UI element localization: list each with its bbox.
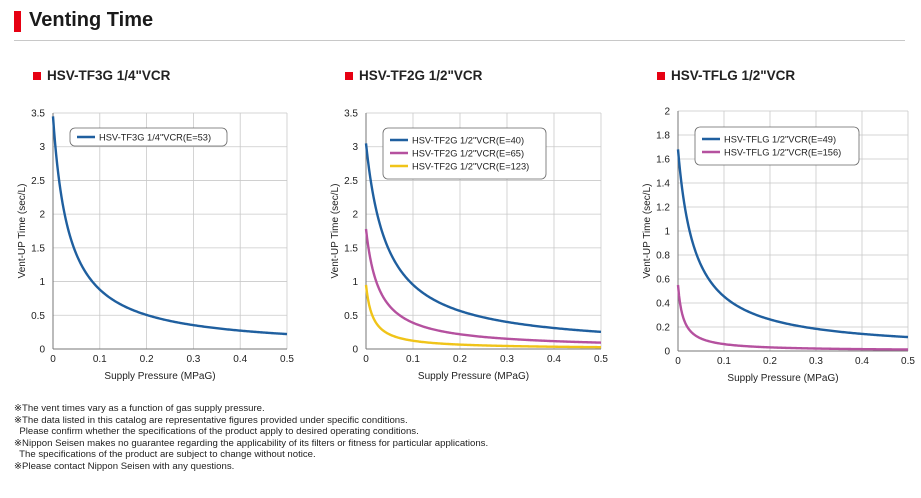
header-accent-bar	[14, 11, 21, 32]
y-tick-label: 0.2	[656, 323, 670, 334]
x-tick-label: 0.5	[280, 354, 294, 365]
y-tick-label: 2	[39, 210, 45, 221]
y-tick-label: 3	[39, 142, 45, 153]
footnote: ※Please contact Nippon Seisen with any q…	[14, 460, 235, 472]
x-tick-label: 0.2	[140, 354, 154, 365]
x-tick-label: 0.4	[855, 356, 869, 367]
chart-title-tf2g: HSV-TF2G 1/2"VCR	[345, 68, 482, 83]
legend-box	[69, 127, 228, 147]
y-tick-label: 0.4	[656, 299, 670, 310]
y-tick-label: 1.6	[656, 155, 670, 166]
footnote: ※Nippon Seisen makes no guarantee regard…	[14, 437, 489, 449]
x-tick-label: 0.3	[500, 354, 514, 365]
title-bullet-icon	[345, 71, 353, 80]
y-axis-label: Vent-UP Time (sec/L)	[17, 184, 28, 279]
legend-label: HSV-TF2G 1/2"VCR(E=65)	[412, 148, 524, 158]
title-bullet-icon	[33, 71, 41, 80]
x-tick-label: 0.4	[233, 354, 247, 365]
x-tick-label: 0.2	[763, 356, 777, 367]
legend-label: HSV-TF2G 1/2"VCR(E=40)	[412, 135, 524, 145]
y-tick-label: 0.8	[656, 251, 670, 262]
x-tick-label: 0.1	[406, 354, 420, 365]
y-tick-label: 0	[664, 347, 670, 358]
x-tick-label: 0	[675, 356, 681, 367]
y-tick-label: 3.5	[31, 109, 45, 120]
y-tick-label: 1.8	[656, 131, 670, 142]
legend-label: HSV-TFLG 1/2"VCR(E=49)	[724, 134, 836, 144]
y-tick-label: 0.5	[344, 311, 358, 322]
footnote: ※The data listed in this catalog are rep…	[14, 414, 408, 426]
x-axis-label: Supply Pressure (MPaG)	[727, 373, 838, 384]
x-tick-label: 0.3	[809, 356, 823, 367]
legend-box	[694, 126, 860, 166]
y-tick-label: 1	[352, 277, 358, 288]
page-title: Venting Time	[29, 9, 154, 31]
x-tick-label: 0	[50, 354, 56, 365]
chart-title-text: HSV-TF3G 1/4"VCR	[47, 68, 171, 83]
y-tick-label: 1.5	[31, 243, 45, 254]
x-tick-label: 0.2	[453, 354, 467, 365]
x-tick-label: 0.1	[93, 354, 107, 365]
y-tick-label: 0.6	[656, 275, 670, 286]
y-axis-label: Vent-UP Time (sec/L)	[642, 184, 653, 279]
series-line	[676, 284, 909, 351]
y-tick-label: 1	[664, 227, 670, 238]
legend-label: HSV-TF3G 1/4"VCR(E=53)	[99, 132, 211, 142]
header-divider	[14, 40, 905, 41]
footnote: Please confirm whether the specification…	[14, 426, 419, 438]
x-tick-label: 0.5	[594, 354, 608, 365]
x-tick-label: 0.3	[186, 354, 200, 365]
y-tick-label: 3	[352, 142, 358, 153]
series-line	[364, 143, 602, 334]
y-tick-label: 0.5	[31, 311, 45, 322]
chart-title-text: HSV-TFLG 1/2"VCR	[671, 68, 796, 83]
legend-box	[382, 127, 547, 180]
x-tick-label: 0.1	[717, 356, 731, 367]
x-axis-label: Supply Pressure (MPaG)	[418, 371, 529, 382]
legend-label: HSV-TF2G 1/2"VCR(E=123)	[412, 161, 529, 171]
x-tick-label: 0.5	[901, 356, 915, 367]
chart-title-tf3g: HSV-TF3G 1/4"VCR	[33, 68, 170, 83]
title-bullet-icon	[657, 71, 665, 80]
series-line	[51, 116, 288, 336]
footnote: The specifications of the product are su…	[14, 449, 316, 461]
chart-title-text: HSV-TF2G 1/2"VCR	[359, 68, 483, 83]
y-tick-label: 2	[352, 210, 358, 221]
y-tick-label: 2.5	[31, 176, 45, 187]
footnotes: ※The vent times vary as a function of ga…	[14, 403, 488, 473]
y-tick-label: 1.5	[344, 243, 358, 254]
series-line	[364, 228, 602, 344]
page-header: Venting Time	[0, 0, 921, 44]
x-tick-label: 0	[363, 354, 369, 365]
y-tick-label: 3.5	[344, 109, 358, 120]
y-axis-label: Vent-UP Time (sec/L)	[330, 184, 341, 279]
series-line	[676, 149, 909, 339]
chart-title-tflg: HSV-TFLG 1/2"VCR	[657, 68, 795, 83]
legend-label: HSV-TFLG 1/2"VCR(E=156)	[724, 147, 841, 157]
y-tick-label: 1	[39, 277, 45, 288]
y-tick-label: 0	[39, 345, 45, 356]
y-tick-label: 0	[352, 345, 358, 356]
y-tick-label: 1.2	[656, 203, 670, 214]
series-line	[364, 284, 602, 349]
x-tick-label: 0.4	[547, 354, 561, 365]
y-tick-label: 2.5	[344, 176, 358, 187]
footnote: ※The vent times vary as a function of ga…	[14, 403, 265, 414]
x-axis-label: Supply Pressure (MPaG)	[104, 371, 215, 382]
y-tick-label: 1.4	[656, 179, 670, 190]
y-tick-label: 2	[664, 107, 670, 118]
